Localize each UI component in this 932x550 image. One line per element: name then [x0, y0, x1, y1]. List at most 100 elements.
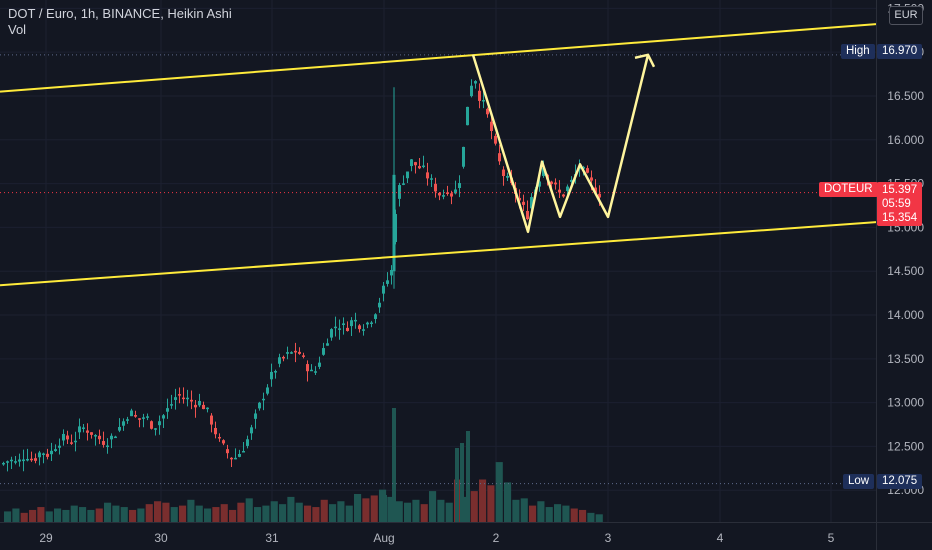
candle-body	[570, 179, 573, 182]
low-label: Low	[848, 475, 870, 487]
volume-bar	[320, 499, 328, 523]
volume-bar	[279, 504, 287, 523]
candle-body	[598, 193, 601, 198]
volume-bar	[537, 501, 545, 523]
candle-body	[594, 187, 597, 193]
candle-body	[162, 415, 165, 419]
candle-body	[458, 183, 461, 188]
candle-body	[354, 319, 357, 322]
candle-body	[26, 458, 29, 461]
close-price: 15.354	[882, 212, 918, 224]
candle-body	[290, 352, 293, 354]
candle-body	[550, 181, 553, 184]
candle-body	[114, 436, 117, 439]
candle-body	[38, 452, 41, 458]
candle-body	[322, 348, 325, 355]
candle-body	[370, 322, 373, 324]
candle-body	[474, 81, 477, 84]
volume-bar	[466, 431, 470, 523]
candle-body	[214, 427, 217, 435]
candle-body	[414, 162, 417, 166]
volume-bar	[204, 508, 212, 523]
volume-bar	[460, 443, 464, 523]
candle-body	[494, 135, 497, 144]
volume-bar	[237, 502, 245, 523]
volume-bar	[87, 509, 95, 523]
candle-body	[498, 153, 501, 162]
candle-body	[302, 355, 305, 357]
candle-body	[138, 418, 141, 420]
volume-bar	[487, 485, 495, 523]
candle-body	[502, 169, 505, 177]
volume-bar	[387, 496, 395, 523]
candle-body	[62, 433, 65, 441]
volume-bar	[337, 501, 345, 523]
time-tick-label: 3	[605, 531, 612, 545]
volume-bar	[595, 514, 603, 523]
candle-body	[306, 364, 309, 372]
candle-body	[398, 185, 401, 199]
candle-body	[478, 90, 481, 101]
upper-trendline	[0, 23, 877, 93]
candle-body	[530, 197, 533, 209]
candle-body	[294, 350, 297, 353]
volume-bar	[345, 505, 353, 523]
candle-body	[334, 326, 337, 329]
price-tick-label: 13.000	[887, 396, 924, 410]
candle-body	[446, 192, 449, 194]
candle-body	[126, 419, 129, 421]
currency-button[interactable]: EUR	[889, 6, 923, 25]
volume-bar	[462, 496, 470, 523]
candle-body	[210, 415, 213, 425]
candle-body	[430, 178, 433, 180]
volume-bar	[304, 505, 312, 523]
candle-body	[438, 192, 441, 196]
volume-bar	[12, 508, 20, 523]
candle-body	[250, 427, 253, 434]
candle-body	[426, 172, 429, 179]
volume-bar	[545, 507, 553, 523]
volume-bars	[4, 408, 603, 523]
candle-body	[450, 193, 453, 197]
price-tick-label: 16.500	[887, 89, 924, 103]
volume-bar	[262, 505, 270, 523]
candle-body	[374, 314, 377, 319]
candle-body	[582, 166, 585, 169]
volume-bar	[70, 505, 78, 523]
symbol-title[interactable]: DOT / Euro, 1h, BINANCE, Heikin Ashi	[8, 6, 232, 21]
high-value: 16.970	[882, 45, 918, 57]
volume-bar	[162, 502, 170, 523]
candle-body	[198, 400, 201, 406]
volume-bar	[329, 504, 337, 523]
candle-body	[186, 397, 189, 400]
candle-body	[246, 439, 249, 446]
candle-body	[406, 171, 409, 179]
volume-bar	[254, 507, 262, 523]
candle-body	[30, 458, 33, 461]
volume-bar	[179, 505, 187, 523]
low-value-tag: 12.075	[877, 474, 923, 489]
volume-label[interactable]: Vol	[8, 22, 27, 37]
volume-bar	[395, 501, 403, 523]
candle-body	[266, 387, 269, 394]
candle-body	[538, 181, 541, 187]
candle-body	[94, 435, 97, 437]
candle-body	[10, 459, 13, 462]
volume-bar	[504, 482, 512, 523]
candle-body	[310, 369, 313, 372]
candle-body	[350, 320, 353, 327]
lower-trendline	[0, 221, 877, 287]
volume-bar	[512, 499, 520, 523]
candle-body	[566, 186, 569, 191]
candle-body	[466, 106, 469, 126]
volume-bar	[212, 507, 220, 523]
time-tick-label: 30	[154, 531, 168, 545]
candle-body	[454, 189, 457, 194]
candle-body	[254, 413, 257, 419]
candle-body	[102, 441, 105, 445]
candle-body	[362, 329, 365, 331]
time-axis: 29 30 31 Aug 2 3 4 5	[0, 522, 932, 550]
volume-bar	[455, 448, 459, 523]
candle-body	[258, 402, 261, 409]
